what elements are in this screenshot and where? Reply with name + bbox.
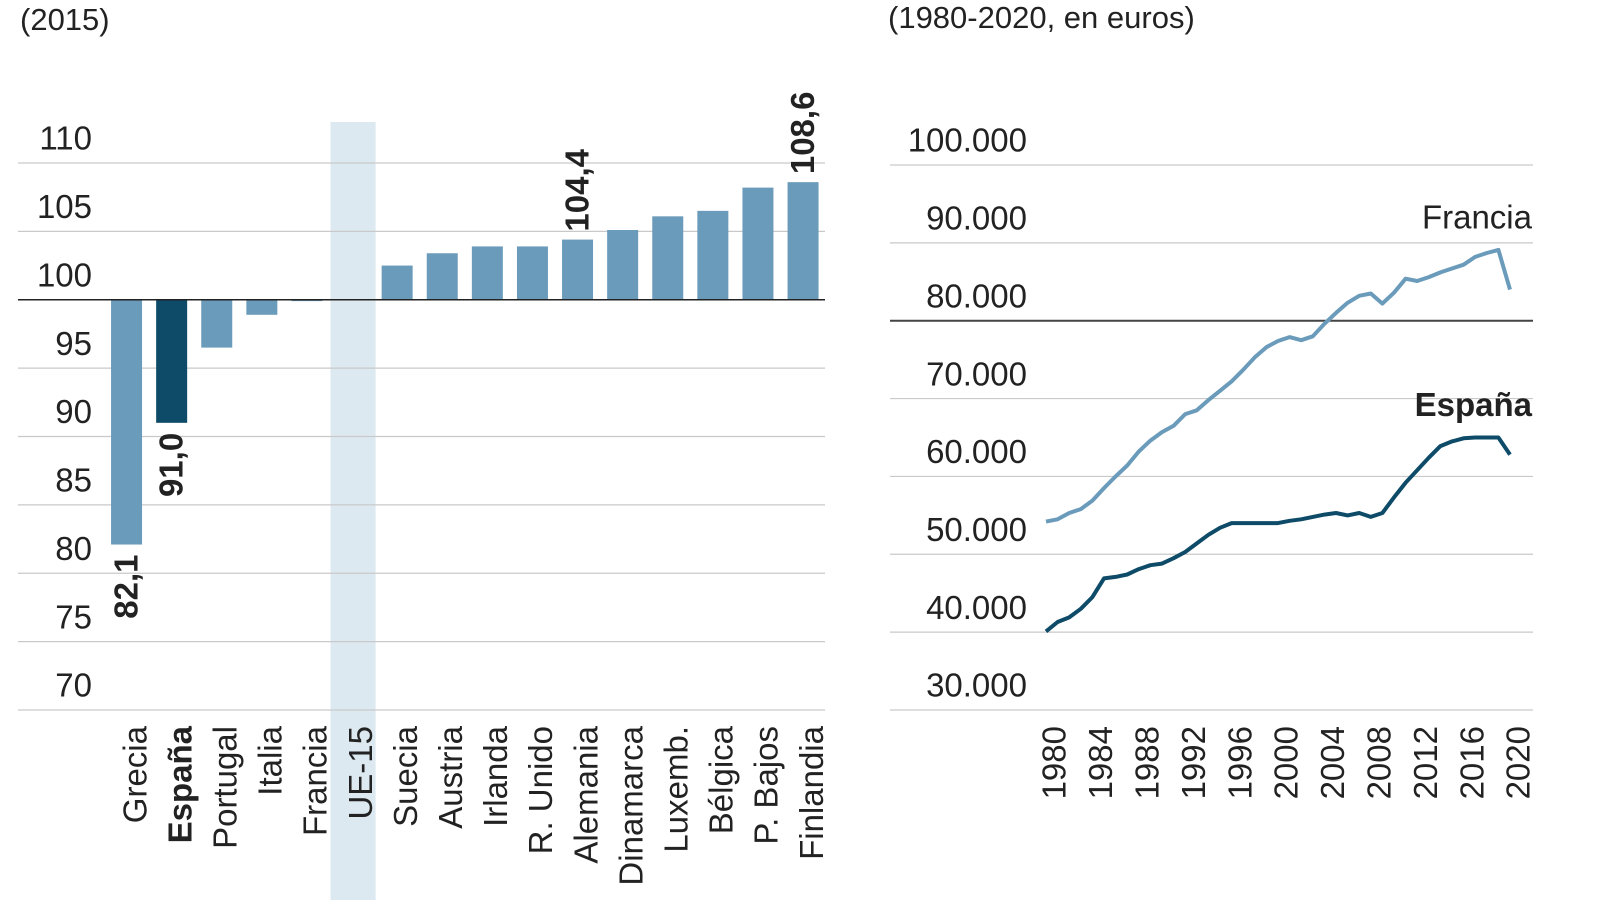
y-tick-label: 85	[55, 462, 92, 499]
y-tick-label: 100.000	[908, 122, 1027, 159]
x-tick-label: Grecia	[116, 725, 153, 823]
y-tick-label: 80.000	[926, 277, 1027, 314]
series-label: España	[1415, 386, 1533, 423]
bar	[246, 299, 278, 315]
x-tick-label: España	[161, 725, 198, 843]
y-tick-label: 40.000	[926, 589, 1027, 626]
bar	[652, 216, 684, 300]
x-tick-label: 2008	[1361, 726, 1398, 799]
x-tick-label: 2000	[1268, 726, 1305, 799]
y-tick-label: 105	[37, 188, 92, 225]
bar	[471, 246, 503, 300]
x-tick-label: Luxemb.	[657, 726, 694, 853]
series-label: Francia	[1422, 199, 1533, 236]
y-tick-label: 60.000	[926, 433, 1027, 470]
x-tick-label: Portugal	[206, 726, 243, 849]
bar	[787, 182, 819, 300]
chart-subtitle: (1980-2020, en euros)	[888, 0, 1195, 35]
value-label: 91,0	[152, 433, 189, 497]
x-tick-label: 2004	[1314, 726, 1351, 799]
y-tick-label: 75	[55, 598, 92, 635]
bar	[516, 246, 548, 300]
bar	[156, 299, 188, 423]
bar	[562, 239, 594, 300]
y-tick-label: 95	[55, 325, 92, 362]
x-tick-label: UE-15	[342, 726, 379, 820]
y-tick-label: 100	[37, 256, 92, 293]
x-tick-label: Alemania	[567, 725, 604, 863]
line	[1044, 435, 1512, 633]
x-tick-label: Austria	[432, 725, 469, 828]
value-label: 82,1	[107, 555, 144, 619]
highlight-band	[330, 122, 376, 900]
value-label: 104,4	[558, 148, 595, 231]
x-tick-label: 1980	[1036, 726, 1073, 799]
y-tick-label: 30.000	[926, 667, 1027, 704]
chart-subtitle: (2015)	[20, 2, 110, 37]
bar	[381, 265, 413, 300]
bar	[607, 230, 639, 300]
bar	[201, 299, 233, 348]
bar	[426, 253, 458, 300]
x-tick-label: Italia	[252, 725, 289, 795]
line	[1045, 247, 1512, 524]
x-tick-label: Finlandia	[793, 725, 830, 860]
x-tick-label: 2020	[1500, 726, 1537, 799]
y-tick-label: 80	[55, 530, 92, 567]
x-tick-label: 1992	[1175, 726, 1212, 799]
bar	[742, 187, 774, 300]
x-tick-label: Irlanda	[477, 725, 514, 827]
x-tick-label: P. Bajos	[748, 726, 785, 845]
y-tick-label: 90	[55, 393, 92, 430]
value-label: 108,6	[784, 92, 821, 175]
y-tick-label: 90.000	[926, 200, 1027, 237]
y-tick-label: 50.000	[926, 511, 1027, 548]
bar	[697, 210, 729, 300]
x-tick-label: 1988	[1129, 726, 1166, 799]
x-tick-label: Dinamarca	[612, 725, 649, 885]
x-tick-label: 1996	[1221, 726, 1258, 799]
y-tick-label: 70.000	[926, 355, 1027, 392]
bar	[111, 299, 143, 545]
x-tick-label: 2012	[1407, 726, 1444, 799]
y-tick-label: 110	[39, 120, 92, 157]
y-tick-label: 70	[55, 667, 92, 704]
x-tick-label: R. Unido	[522, 726, 559, 854]
x-tick-label: 1984	[1082, 726, 1119, 799]
x-tick-label: 2016	[1453, 726, 1490, 799]
x-tick-label: Bélgica	[703, 725, 740, 834]
x-tick-label: Francia	[297, 725, 334, 836]
x-tick-label: Suecia	[387, 725, 424, 827]
